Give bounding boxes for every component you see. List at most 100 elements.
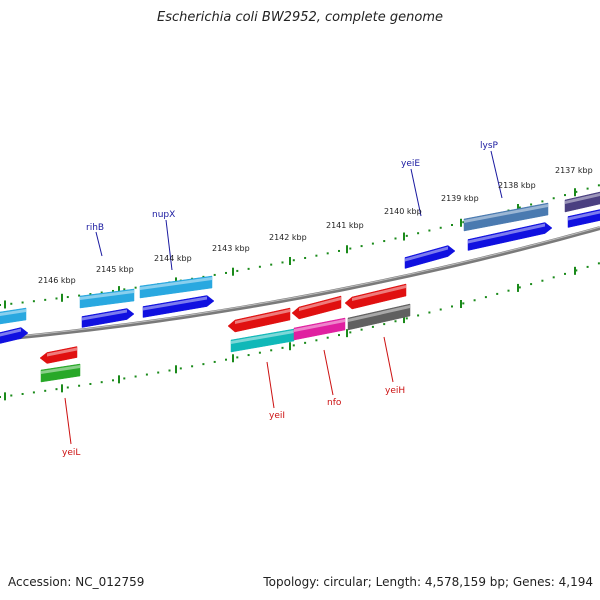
gene-label-nupX[interactable]: nupX	[152, 210, 175, 220]
gene-highlight	[468, 223, 545, 244]
scale-label-2138: 2138 kbp	[498, 181, 536, 190]
gene-body[interactable]	[404, 245, 456, 269]
tick-dot	[168, 369, 171, 372]
tick-dot	[304, 341, 307, 344]
genome-backbone	[0, 226, 600, 341]
tick-dot	[44, 389, 47, 392]
tick-dot	[270, 349, 273, 352]
tick-dot	[315, 254, 318, 257]
tick-dot	[360, 328, 363, 331]
tick-dot	[55, 388, 58, 391]
leader-line	[490, 150, 503, 199]
gene-highlight	[352, 285, 406, 301]
gene-g-cyan[interactable]	[230, 328, 295, 353]
tick-dot	[439, 226, 442, 229]
tick-dot	[338, 249, 340, 252]
gene-g-blue-2[interactable]	[81, 308, 135, 328]
gene-g-yeiL-red[interactable]	[39, 346, 78, 364]
gene-g-blue-3[interactable]	[142, 295, 215, 318]
gene-highlight	[464, 204, 548, 223]
tick-dot	[247, 354, 250, 357]
scale-label-2140: 2140 kbp	[384, 207, 422, 216]
tick-dot	[394, 237, 397, 240]
gene-g-yeiE[interactable]	[404, 245, 456, 269]
gene-highlight	[143, 296, 207, 311]
genome-summary-text: Topology: circular; Length: 4,578,159 bp…	[263, 575, 593, 589]
tick-dot	[360, 245, 363, 248]
gene-g-yeiH[interactable]	[347, 303, 411, 331]
gene-g-nfo[interactable]	[293, 317, 346, 341]
gene-highlight	[405, 246, 448, 262]
tick-dot	[530, 203, 533, 206]
tick-dot	[586, 265, 589, 268]
backbone-line	[0, 226, 600, 341]
tick-dot	[552, 197, 555, 200]
tick-dot	[439, 308, 442, 311]
gene-features[interactable]	[0, 191, 600, 383]
tick-dot	[496, 292, 499, 295]
tick-dot	[10, 394, 13, 397]
tick-dot	[10, 302, 13, 305]
gene-g-blue-5[interactable]	[467, 222, 553, 251]
tick-dot	[225, 358, 227, 361]
tick-dot	[191, 365, 194, 368]
gene-highlight	[235, 309, 290, 324]
leader-line	[64, 397, 72, 445]
gene-highlight	[294, 319, 345, 332]
tick-dot	[541, 200, 544, 203]
tick-dot	[451, 305, 453, 308]
tick-dot	[44, 298, 47, 301]
tick-dot	[78, 294, 81, 297]
tick-major	[4, 392, 6, 401]
tick-dot	[484, 296, 487, 299]
gene-g-blue-6[interactable]	[567, 209, 600, 228]
gene-label-rihB[interactable]: rihB	[86, 223, 104, 233]
tick-dot	[564, 272, 566, 275]
tick-dot	[0, 304, 1, 306]
gene-g-edge-purple[interactable]	[564, 191, 600, 213]
gene-label-yeiI[interactable]: yeiI	[269, 411, 285, 421]
tick-dot	[100, 291, 103, 294]
tick-dot	[179, 367, 182, 370]
tick-major	[346, 329, 348, 338]
tick-major	[4, 300, 6, 309]
gene-g-red-2[interactable]	[291, 295, 342, 320]
gene-highlight	[348, 305, 410, 322]
gene-label-nfo[interactable]: nfo	[327, 398, 342, 408]
gene-g-lysP[interactable]	[463, 202, 549, 232]
gene-highlight	[565, 193, 600, 204]
gene-g-yeiL-green[interactable]	[40, 363, 81, 383]
gene-g-yeiI[interactable]	[227, 307, 291, 333]
tick-dot	[281, 261, 284, 264]
tick-dot	[112, 379, 114, 382]
gene-label-yeiH[interactable]: yeiH	[385, 386, 405, 396]
gene-g-rihB[interactable]	[79, 288, 135, 309]
gene-label-yeiE[interactable]: yeiE	[401, 159, 420, 169]
tick-dot	[541, 279, 544, 282]
gene-label-lysP[interactable]: lysP	[480, 141, 499, 151]
backbone-highlight	[0, 226, 600, 339]
leader-line	[266, 361, 275, 409]
tick-major	[574, 188, 576, 197]
gene-highlight	[47, 347, 77, 357]
gene-g-nupX[interactable]	[139, 275, 213, 299]
tick-dot	[383, 323, 386, 326]
tick-major	[175, 365, 177, 374]
gene-g-blue-1[interactable]	[0, 327, 29, 344]
tick-dot	[258, 265, 261, 268]
tick-dot	[451, 224, 453, 227]
gene-g-red-3[interactable]	[344, 283, 407, 310]
gene-g-top-edge-1[interactable]	[0, 307, 27, 325]
tick-major	[346, 245, 348, 254]
tick-dot	[597, 262, 600, 265]
tick-dot	[349, 331, 352, 334]
tick-dot	[462, 302, 465, 305]
scale-label-2144: 2144 kbp	[154, 254, 192, 263]
gene-highlight	[299, 297, 341, 311]
tick-major	[517, 283, 519, 292]
tick-dot	[383, 240, 386, 243]
gene-label-yeiL[interactable]: yeiL	[62, 448, 80, 458]
tick-dot	[586, 187, 589, 190]
tick-dot	[304, 256, 307, 259]
